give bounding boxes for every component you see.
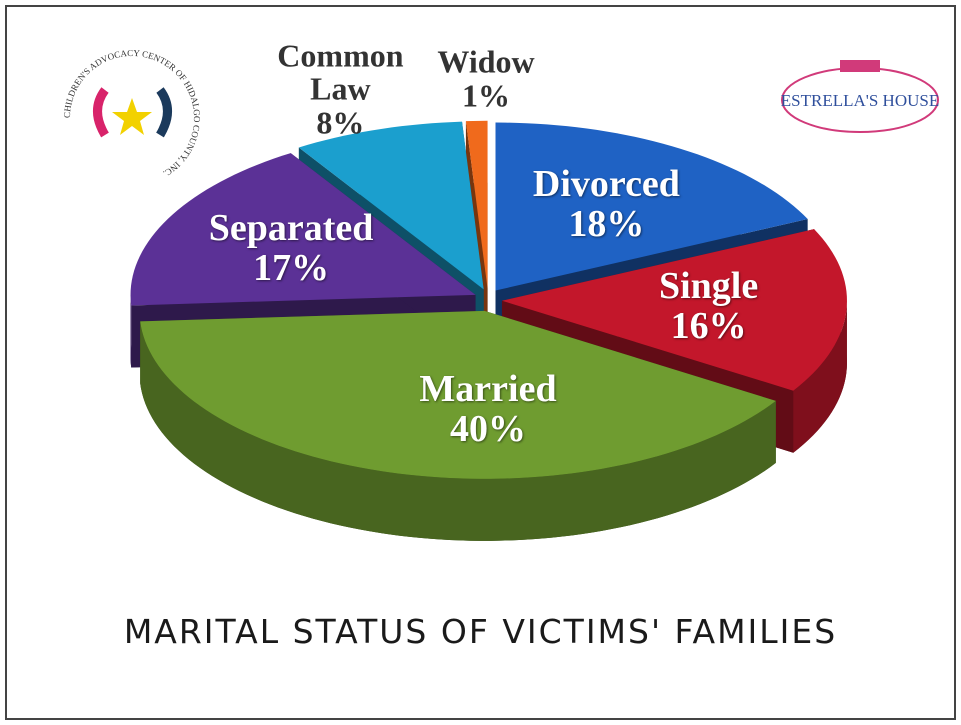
slice-value: 1%	[462, 76, 510, 113]
logo-right: ESTRELLA'S HOUSE	[781, 60, 939, 133]
slice-value: 8%	[316, 104, 365, 141]
slice-label: Separated 17%	[208, 207, 374, 290]
slice	[495, 122, 808, 291]
slice-name: Common Law	[277, 37, 404, 107]
slice-value: 18%	[568, 203, 645, 246]
slice-name: Married	[419, 368, 557, 411]
slice	[130, 153, 476, 306]
chart-title: MARITAL STATUS OF VICTIMS' FAMILIES	[123, 612, 838, 651]
logo-figure	[156, 87, 172, 138]
slice-wall	[793, 300, 847, 453]
slice	[465, 120, 488, 289]
slice-wall	[140, 321, 776, 541]
slice-name: Single	[658, 265, 759, 308]
slice-value: 40%	[450, 408, 526, 450]
slice-wall	[130, 294, 132, 368]
slice-name: Separated	[208, 207, 374, 250]
slice-label: Widow 1%	[411, 45, 561, 112]
slice-name: Widow	[437, 43, 535, 80]
slice-label: Divorced 18%	[532, 163, 680, 246]
logo-star	[112, 98, 152, 135]
slice	[140, 310, 776, 479]
slice-label: Common Law 8%	[265, 37, 415, 141]
slice	[501, 229, 847, 391]
slice-value: 16%	[670, 305, 747, 348]
slice	[298, 121, 484, 290]
logo-figure	[93, 87, 109, 138]
slice-label: Single 16%	[658, 265, 759, 348]
slice-label: Married 40%	[419, 368, 557, 450]
logo-roof	[840, 60, 880, 72]
slice-value: 17%	[253, 247, 330, 290]
pie	[130, 120, 847, 541]
slice-name: Divorced	[532, 163, 680, 206]
logo-right-text: ESTRELLA'S HOUSE	[781, 91, 939, 110]
